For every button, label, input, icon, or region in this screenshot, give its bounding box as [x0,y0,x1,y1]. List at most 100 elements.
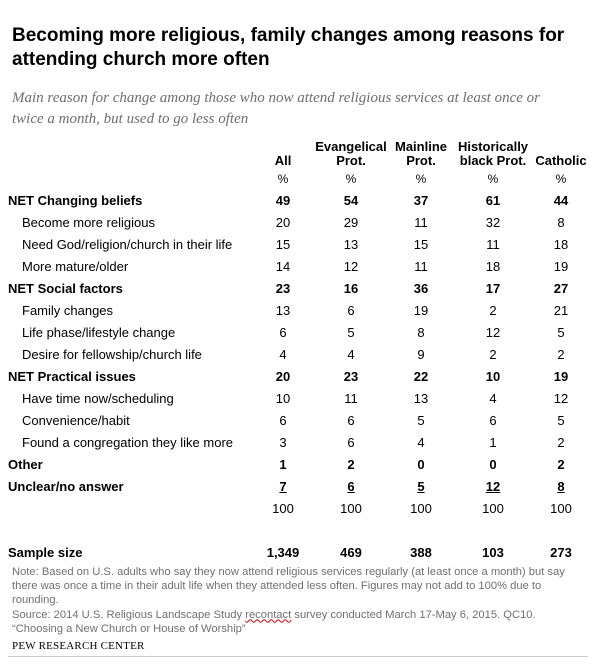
table-row: NET Social factors 23 16 36 17 27 [8,277,588,299]
value-cell: 7 [254,475,312,497]
table-row: Life phase/lifestyle change 6 5 8 12 5 [8,321,588,343]
value-cell: 6 [279,412,287,428]
source-text-end: survey conducted March 17-May 6, 2015. Q… [291,608,536,621]
value-cell: 22 [413,368,429,384]
column-header-evangelical: Evangelical Prot. [315,139,387,168]
value-cell: 19 [553,368,569,384]
row-label: Have time now/scheduling [22,390,174,406]
value-cell: 15 [275,236,291,252]
total-cell: 100 [340,500,362,516]
table-row: More mature/older 14 12 11 18 19 [8,255,588,277]
source-line: Source: 2014 U.S. Religious Landscape St… [12,608,592,622]
value-cell: 49 [275,192,291,208]
spacer-cell [8,519,588,541]
value-cell: 0 [417,456,425,472]
value-cell: 61 [485,192,501,208]
value-cell: 23 [275,280,291,296]
value-cell: 2 [557,434,565,450]
row-label: Desire for fellowship/church life [22,346,202,362]
value-cell: 4 [279,346,287,362]
source-recontact-word: recontact [245,608,292,621]
value-cell: 11 [344,390,358,406]
column-header-historically-black: Historically black Prot. [457,139,529,168]
sample-size-row: Sample size 1,349 469 388 103 273 [8,541,588,563]
column-header-catholic: Catholic [535,153,587,168]
value-cell: 11 [414,214,428,230]
value-cell: 18 [485,258,501,274]
pew-logo-text: PEW RESEARCH CENTER [12,640,145,652]
value-cell: 19 [413,302,429,318]
table-row: NET Changing beliefs 49 54 37 61 44 [8,189,588,211]
value-cell: 388 [410,544,432,560]
value-cell: 6 [347,302,355,318]
value-cell: 12 [485,324,501,340]
value-cell: 6 [347,434,355,450]
value-cell: 2 [557,346,565,362]
value-cell: 103 [482,544,504,560]
value-text: 12 [485,478,501,494]
value-cell: 36 [413,280,429,296]
value-cell: 2 [489,302,497,318]
table-body: All Evangelical Prot. Mainline Prot. His… [8,136,588,563]
value-cell: 5 [347,324,355,340]
table-row: Other 1 2 0 0 2 [8,453,588,475]
value-cell: 5 [557,412,565,428]
row-label: Sample size [8,544,83,560]
row-label: NET Social factors [8,280,123,296]
value-cell: 32 [485,214,501,230]
value-cell: 5 [417,412,425,428]
value-cell: 13 [343,236,359,252]
value-cell: 10 [275,390,291,406]
value-cell: 21 [553,302,569,318]
value-cell: 6 [279,324,287,340]
page-title: Becoming more religious, family changes … [12,25,565,70]
percent-cell: % [415,171,427,186]
percent-cell: % [555,171,567,186]
value-cell: 44 [553,192,569,208]
table-row: Become more religious 20 29 11 32 8 [8,211,588,233]
note-line-2: there was once a time in their adult lif… [12,580,542,593]
row-label: NET Practical issues [8,368,136,384]
value-cell: 8 [417,324,425,340]
value-cell: 54 [343,192,359,208]
value-cell: 12 [452,475,534,497]
value-cell: 27 [553,280,569,296]
total-cell: 100 [272,500,294,516]
value-cell: 17 [485,280,501,296]
value-cell: 37 [413,192,429,208]
value-cell: 4 [417,434,425,450]
value-text: 6 [347,478,355,494]
table-row: Unclear/no answer 7 6 5 12 8 [8,475,588,497]
row-label: Family changes [22,302,114,318]
totals-blank [8,497,254,519]
value-cell: 2 [489,346,497,362]
totals-row: 100 100 100 100 100 [8,497,588,519]
footnote: Note: Based on U.S. adults who say they … [12,565,592,636]
value-cell: 1,349 [266,544,300,560]
value-cell: 2 [557,456,565,472]
total-cell: 100 [410,500,432,516]
value-cell: 29 [343,214,359,230]
value-cell: 273 [550,544,572,560]
row-label: Life phase/lifestyle change [22,324,176,340]
value-cell: 18 [553,236,569,252]
row-label: Other [8,456,43,472]
total-cell: 100 [550,500,572,516]
value-cell: 1 [489,434,497,450]
value-cell: 469 [340,544,362,560]
value-cell: 23 [343,368,359,384]
table-row: Family changes 13 6 19 2 21 [8,299,588,321]
value-cell: 12 [553,390,569,406]
value-cell: 1 [279,456,287,472]
row-label: More mature/older [22,258,129,274]
table-row: NET Practical issues 20 23 22 10 19 [8,365,588,387]
table-row: Found a congregation they like more 3 6 4 1 2 [8,431,588,453]
value-cell: 9 [417,346,425,362]
note-line-3: rounding. [12,594,59,607]
value-cell: 2 [347,456,355,472]
value-cell: 11 [486,236,500,252]
value-cell: 5 [390,475,452,497]
value-cell: 6 [347,412,355,428]
page-subtitle: Main reason for change among those who n… [12,90,540,127]
